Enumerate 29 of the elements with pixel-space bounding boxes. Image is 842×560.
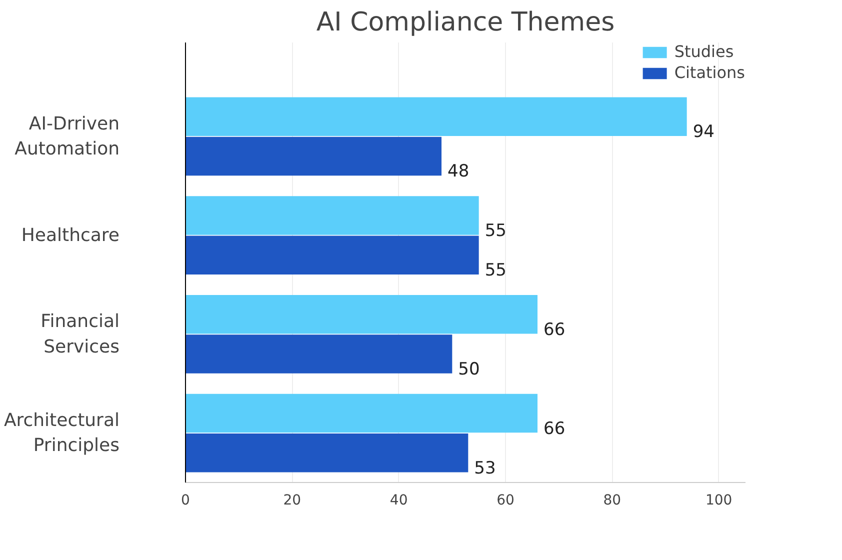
- legend-label: Citations: [674, 63, 745, 82]
- bar: [186, 334, 452, 374]
- data-label: 66: [544, 320, 566, 340]
- bar: [186, 433, 468, 472]
- data-label: 50: [458, 359, 480, 380]
- bar: [186, 97, 687, 136]
- data-label: 55: [484, 221, 506, 242]
- bar: [186, 236, 479, 274]
- x-tick-label: 80: [603, 492, 622, 508]
- y-tick-label: AI-Drriven Automation: [14, 113, 120, 160]
- y-tick-label: Financial Services: [40, 311, 120, 358]
- data-label: 94: [692, 122, 714, 142]
- y-tick-label: Healthcare: [21, 224, 120, 246]
- data-label: 55: [484, 260, 506, 281]
- x-tick-label: 40: [390, 492, 408, 508]
- x-tick-label: 60: [496, 492, 514, 508]
- y-tick-label: Architectural Principles: [4, 410, 120, 456]
- legend-label: Studies: [674, 42, 734, 61]
- data-label: 66: [544, 418, 566, 439]
- bar: [186, 394, 538, 433]
- chart-title: AI Compliance Themes: [316, 8, 615, 38]
- data-label: 53: [474, 458, 496, 478]
- data-label: 48: [448, 162, 470, 182]
- x-tick-label: 100: [705, 492, 732, 508]
- bar: [186, 295, 538, 334]
- bar: [186, 196, 479, 235]
- bar: [186, 136, 442, 176]
- x-tick-label: 20: [283, 492, 302, 508]
- x-tick-label: 0: [181, 492, 190, 508]
